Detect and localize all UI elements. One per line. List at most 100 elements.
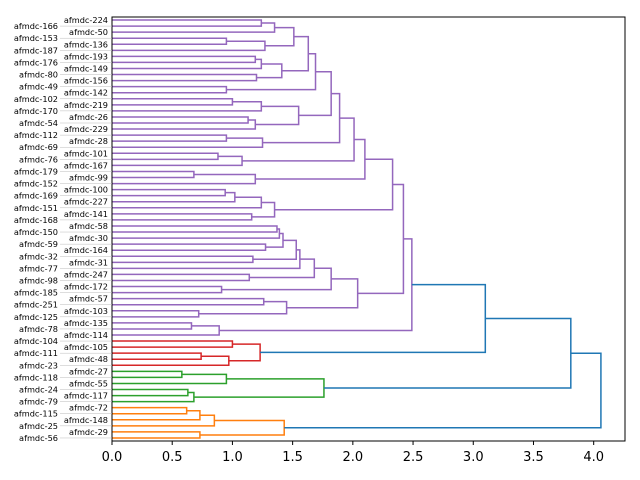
dendrogram-link (286, 278, 359, 309)
dendrogram-link (198, 300, 288, 315)
leaf-label: afmdc-76 (19, 154, 58, 164)
x-tick-label: 0.5 (162, 450, 183, 465)
leaf-label: afmdc-31 (69, 257, 108, 267)
dendrogram-link (112, 352, 202, 360)
leaf-label: afmdc-172 (64, 282, 108, 292)
dendrogram-link (112, 414, 216, 427)
dendrogram-link (112, 255, 254, 264)
leaf-label: afmdc-103 (64, 306, 108, 316)
dendrogram-link (256, 63, 283, 79)
leaf-label: afmdc-151 (14, 203, 58, 213)
dendrogram-link (112, 191, 236, 203)
dendrogram-link (112, 173, 257, 185)
leaf-label: afmdc-98 (19, 275, 58, 285)
x-tick-label: 4.0 (583, 450, 604, 465)
dendrogram-link (112, 58, 263, 70)
dendrogram-link (199, 419, 285, 436)
leaf-label: afmdc-219 (64, 100, 108, 110)
leaf-label: afmdc-168 (14, 215, 58, 225)
leaf-label: afmdc-56 (19, 433, 58, 443)
dendrogram-link (112, 98, 234, 106)
dendrogram-link (112, 340, 234, 348)
x-tick-label: 2.0 (343, 450, 364, 465)
leaf-label: afmdc-115 (14, 409, 58, 419)
leaf-label: afmdc-27 (69, 366, 108, 376)
dendrogram-link (112, 373, 228, 385)
leaf-label: afmdc-59 (19, 239, 58, 249)
leaf-label: afmdc-24 (19, 385, 58, 395)
leaf-label: afmdc-28 (69, 136, 108, 146)
leaf-label: afmdc-150 (14, 227, 58, 237)
leaf-label: afmdc-102 (14, 94, 58, 104)
leaf-label: afmdc-58 (69, 221, 108, 231)
leaf-label: afmdc-141 (64, 209, 108, 219)
leaf-label: afmdc-32 (19, 251, 58, 261)
leaf-label: afmdc-30 (69, 233, 108, 243)
dendrogram-link (112, 285, 223, 294)
dendrogram-link (112, 137, 264, 148)
leaf-label: afmdc-69 (19, 142, 58, 152)
leaf-label: afmdc-148 (64, 415, 108, 425)
leaf-label: afmdc-117 (64, 391, 108, 401)
dendrogram-link (112, 273, 251, 282)
dendrogram-link (112, 134, 228, 142)
dendrogram-link (112, 388, 189, 397)
x-tick-label: 1.5 (282, 450, 303, 465)
dendrogram-link (112, 431, 201, 439)
leaf-label: afmdc-251 (14, 300, 58, 310)
dendrogram-link (112, 85, 228, 94)
leaf-label: afmdc-100 (64, 185, 108, 195)
leaf-label: afmdc-187 (14, 45, 58, 55)
dendrogram-link (112, 355, 230, 367)
leaf-label: afmdc-54 (19, 118, 58, 128)
dendrogram-link (112, 391, 195, 403)
leaf-label: afmdc-79 (19, 397, 58, 407)
dendrogram-link (112, 155, 243, 167)
leaf-label: afmdc-77 (19, 263, 58, 273)
dendrogram-link (193, 378, 325, 398)
leaf-label: afmdc-167 (64, 160, 108, 170)
leaf-label: afmdc-49 (19, 82, 58, 92)
dendrogram-link (112, 55, 257, 64)
dendrogram-link (112, 310, 200, 318)
leaf-label: afmdc-118 (14, 372, 58, 382)
dendrogram-link (219, 238, 413, 332)
dendrogram-link (262, 92, 341, 144)
leaf-label: afmdc-169 (14, 191, 58, 201)
dendrogram-link (264, 26, 295, 47)
x-axis: 0.0 0.5 1.0 1.5 2.0 2.5 3.0 3.5 4.0 (102, 441, 604, 465)
leaf-label: afmdc-25 (19, 421, 58, 431)
leaf-label: afmdc-166 (14, 21, 58, 31)
leaf-label: afmdc-179 (14, 166, 58, 176)
leaf-label: afmdc-23 (19, 360, 58, 370)
leaf-label: afmdc-105 (64, 342, 108, 352)
leaf-label: afmdc-164 (64, 245, 108, 255)
dendrogram-link (112, 297, 265, 306)
leaf-label: afmdc-152 (14, 179, 58, 189)
dendrogram-link (274, 158, 394, 211)
dendrogram-link (323, 317, 572, 389)
leaf-label: afmdc-136 (64, 39, 108, 49)
leaf-labels: afmdc-224 afmdc-166 afmdc-50 afmdc-153 afmdc… (14, 15, 112, 443)
leaf-label: afmdc-29 (69, 427, 108, 437)
leaf-label: afmdc-156 (64, 76, 108, 86)
dendrogram-link (112, 37, 228, 46)
dendrogram-link (357, 183, 405, 295)
leaf-label: afmdc-185 (14, 288, 58, 298)
dendrogram-link (112, 213, 253, 221)
leaf-label: afmdc-135 (64, 318, 108, 328)
leaf-label: afmdc-227 (64, 197, 108, 207)
leaf-label: afmdc-101 (64, 148, 108, 158)
dendrogram-link (252, 239, 297, 261)
dendrogram-link (112, 22, 276, 33)
leaf-label: afmdc-176 (14, 57, 58, 67)
dendrogram-link (281, 35, 310, 72)
leaf-label: afmdc-26 (69, 112, 108, 122)
dendrogram-link (260, 283, 487, 354)
dendrogram-link (226, 52, 317, 91)
dendrogram-link (112, 188, 226, 197)
dendrogram-link (112, 225, 278, 233)
leaf-label: afmdc-78 (19, 324, 58, 334)
dendrogram-link (265, 232, 284, 248)
